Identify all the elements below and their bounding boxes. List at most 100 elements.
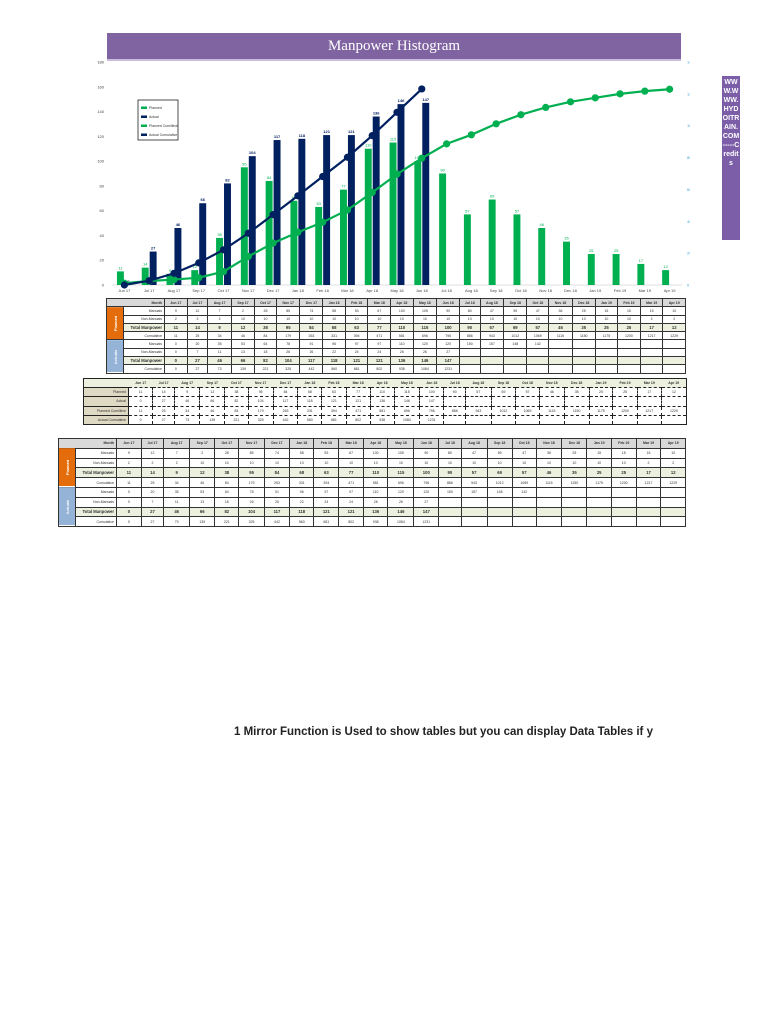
table-cell: 80 — [438, 447, 462, 459]
table-cell — [526, 356, 550, 366]
section-label-actuals: Actuals — [58, 487, 76, 527]
y2-tick-label: 200 — [687, 251, 690, 256]
side-credit-banner: WWW.WWW.HYDOITRAIN.COM-----Credits — [722, 76, 740, 240]
table-cell: 27 — [140, 506, 165, 518]
table-cell: 0 — [127, 396, 154, 407]
table-cell — [515, 414, 540, 425]
table-cell: 10 — [363, 457, 389, 469]
table-cell: 142 — [511, 486, 537, 498]
table-cell: 117 — [299, 356, 324, 366]
y2-tick-label: 1200 — [687, 91, 690, 96]
planned-bar — [240, 167, 248, 285]
table-cell: 58 — [322, 306, 346, 316]
y2-tick-label: 1000 — [687, 123, 690, 128]
table-cell: 10 — [230, 314, 256, 324]
table-cell: 2 — [116, 457, 142, 469]
planned-bar-label: 14 — [143, 262, 148, 267]
cumulative-marker — [368, 188, 376, 197]
month-header-cell: Sep 17 — [189, 438, 216, 449]
legend-label: Planned — [149, 106, 162, 110]
table-cell: 147 — [419, 396, 445, 407]
table-cell: 10 — [460, 457, 488, 469]
table-cell: 15 — [594, 306, 619, 316]
month-header-cell: Oct 17 — [224, 378, 249, 388]
table-cell: 28 — [254, 306, 277, 316]
table-cell: 802 — [338, 516, 365, 528]
table-cell: 57 — [511, 467, 537, 479]
x-tick-label: Aug 17 — [168, 288, 181, 293]
table-cell — [511, 516, 537, 528]
table-cell: 117 — [272, 396, 299, 407]
table-row: Non-Manuals 2 2 2 10 10 10 10 10 10 10 10 10 10 10 10 10… — [59, 457, 686, 469]
table-cell: 10 — [436, 314, 460, 324]
table-cell — [612, 414, 638, 425]
month-header-cell: Jul 17 — [140, 438, 165, 449]
table-cell: 73 — [207, 364, 232, 374]
table-cell: 68 — [297, 387, 323, 398]
cumulative-marker — [666, 85, 674, 93]
table-cell: 0 — [164, 339, 188, 349]
cumulative-marker — [492, 120, 500, 128]
table-cell: 34 — [207, 331, 232, 341]
table-cell: 2 — [189, 447, 216, 459]
x-tick-label: Jun 17 — [118, 288, 131, 293]
table-cell: 147 — [436, 356, 460, 366]
table-cell: 34 — [173, 405, 201, 416]
table-row: Actuals Manuals 0 20 35 53 64 78 91 96 97 97 110 120 1… — [58, 486, 686, 527]
table-cell — [588, 396, 614, 407]
table-cell — [458, 356, 481, 366]
row-label: Non-Manuals — [123, 347, 165, 358]
table-cell — [503, 356, 528, 366]
table-cell — [660, 496, 686, 508]
table-cell — [635, 516, 662, 528]
month-header-cell: Sep 18 — [503, 297, 528, 308]
planned-bar-label: 115 — [390, 137, 397, 142]
table-cell: 1084 — [387, 516, 415, 528]
month-header-cell: Dec 17 — [263, 438, 291, 449]
month-header-cell: Nov 18 — [535, 438, 563, 449]
month-header-cell: May 18 — [394, 378, 420, 388]
month-header-cell: Dec 18 — [561, 438, 588, 449]
table-cell — [438, 496, 462, 508]
table-cell — [636, 414, 662, 425]
table-cell: 7 — [186, 347, 209, 358]
cumulative-marker — [393, 170, 401, 178]
table-cell: 10 — [189, 457, 216, 469]
table-cell: 118 — [322, 356, 346, 366]
table-cell: 27 — [140, 516, 165, 528]
actual-bar-label: 121 — [348, 129, 355, 134]
table-cell: 104 — [275, 356, 301, 366]
x-tick-label: Oct 17 — [218, 288, 231, 293]
planned-bar-label: 77 — [341, 184, 346, 189]
footnote: 1 Mirror Function is Used to show tables… — [234, 726, 653, 738]
table-cell — [460, 516, 488, 528]
table-cell: 57 — [515, 387, 540, 398]
planned-bar-label: 9 — [169, 268, 172, 273]
table-cell: 11 — [164, 331, 188, 341]
table-cell: 63 — [321, 387, 347, 398]
table-cell: 97 — [313, 486, 340, 498]
table-cell: 1175 — [586, 477, 612, 488]
cumulative-marker — [517, 111, 525, 119]
table-cell: 96 — [289, 486, 315, 498]
table-cell: 11 — [164, 322, 188, 333]
planned-bar — [290, 200, 298, 285]
table-cell: 9 — [163, 467, 191, 479]
table-cell: 10 — [486, 457, 513, 469]
table-cell: 10 — [412, 314, 438, 324]
planned-bar — [439, 173, 447, 285]
month-header-cell: Feb 19 — [612, 378, 638, 388]
table-cell: 147 — [413, 506, 440, 518]
table-cell: 96 — [322, 339, 346, 349]
table-cell — [538, 396, 565, 407]
table-cell: 25 — [571, 306, 596, 316]
x-tick-label: Mar 18 — [341, 288, 354, 293]
planned-bar-label: 90 — [440, 168, 445, 173]
table-cell: 69 — [490, 387, 517, 398]
planned-bar-label: 95 — [242, 161, 247, 166]
table-cell: 221 — [224, 414, 249, 425]
month-header-cell: Jan 19 — [594, 297, 619, 308]
table-cell: 35 — [163, 486, 191, 498]
table-row: Planned Manuals 9 12 7 2 28 85 74 58 53 67 100 105 90 8… — [58, 447, 686, 488]
table-cell — [617, 356, 641, 366]
